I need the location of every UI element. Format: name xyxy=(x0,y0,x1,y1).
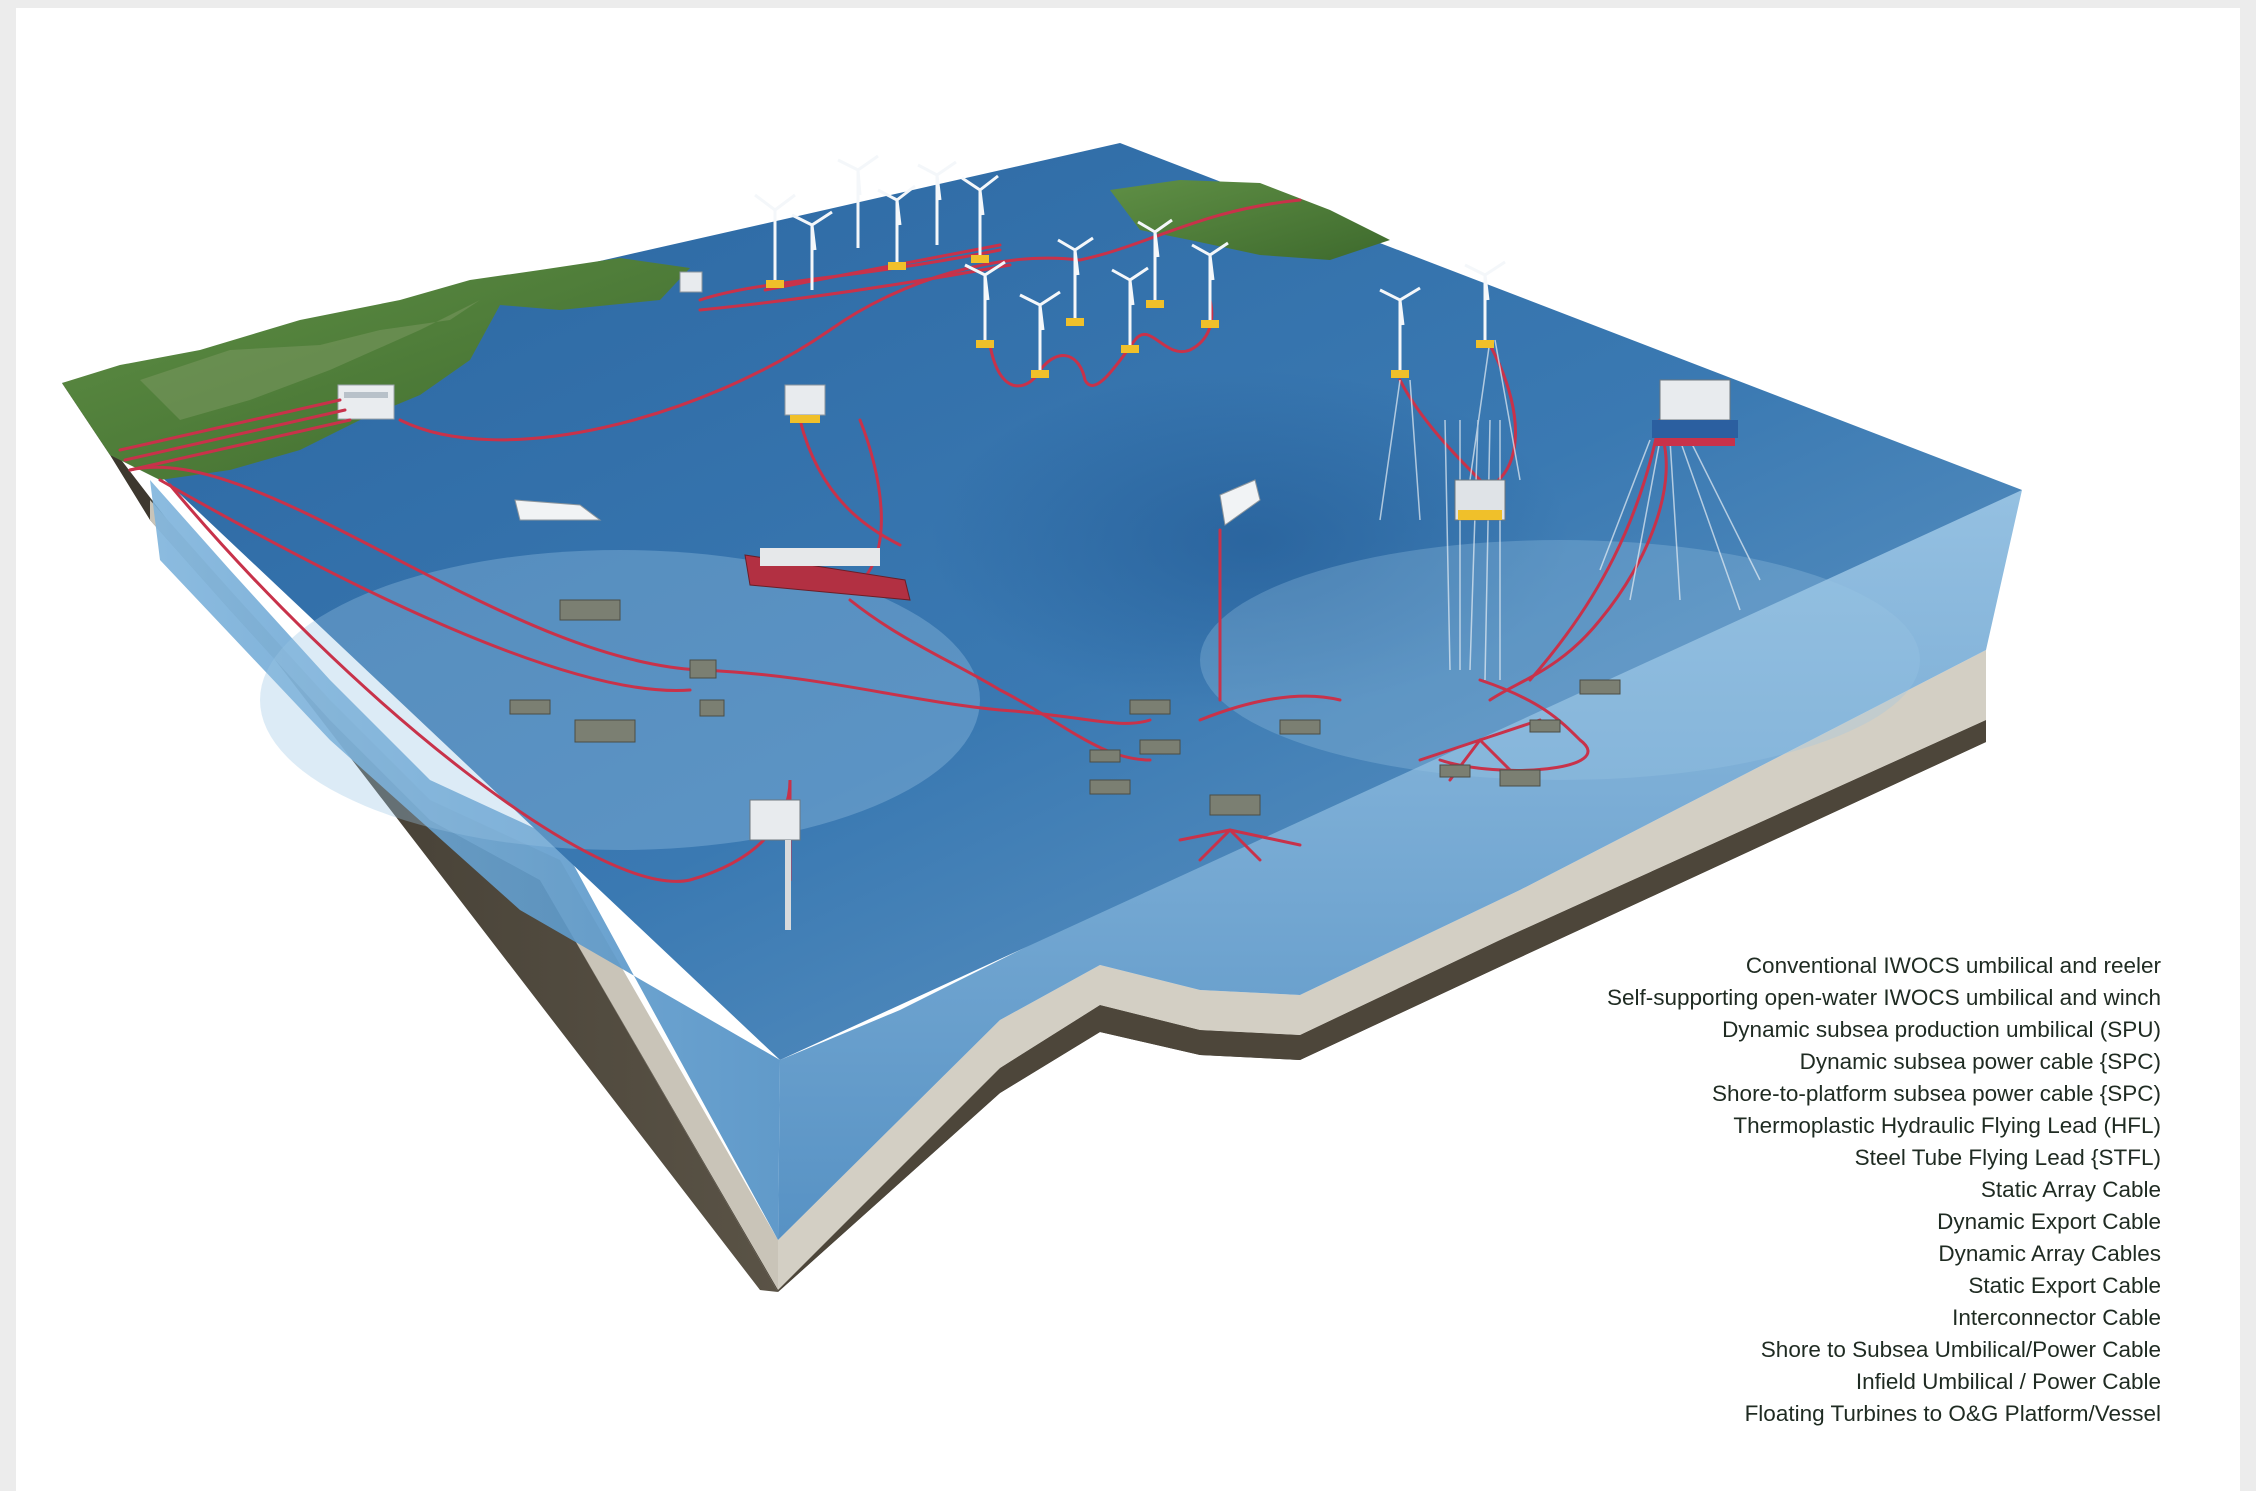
legend-item: Interconnector Cable xyxy=(1952,1305,2161,1330)
array-cable-3 xyxy=(698,263,1012,312)
cable-legend: Conventional IWOCS umbilical and reeler … xyxy=(1607,950,2161,1430)
left-coastline-land xyxy=(62,258,690,480)
dynamic-export-cable xyxy=(798,418,902,547)
export-cable-a xyxy=(118,398,342,452)
legend-item: Infield Umbilical / Power Cable xyxy=(1855,1369,2161,1394)
array-cable-2 xyxy=(763,243,1002,292)
front-sediment-layer xyxy=(778,650,1986,1290)
legend-item: Floating Turbines to O&G Platform/Vessel xyxy=(1744,1401,2161,1426)
legend-item: Thermoplastic Hydraulic Flying Lead (HFL… xyxy=(1733,1113,2161,1138)
legend-item: Shore to Subsea Umbilical/Power Cable xyxy=(1760,1337,2161,1362)
legend-item: Dynamic subsea power cable {SPC) xyxy=(1799,1049,2161,1074)
onshore-substation-icon xyxy=(337,384,395,420)
legend-item: Dynamic Export Cable xyxy=(1937,1209,2161,1234)
platform-to-manifold-2 xyxy=(1488,428,1668,702)
wind-turbine-icon xyxy=(754,154,1506,370)
shore-cable-e xyxy=(158,478,692,692)
legend-item: Dynamic subsea production umbilical (SPU… xyxy=(1722,1017,2161,1042)
export-cable-b xyxy=(123,408,347,462)
dynamic-array-cables xyxy=(988,298,1214,388)
infield-cable-1 xyxy=(1198,694,1342,722)
manifold-branches-right xyxy=(1418,718,1542,782)
oil-platform-icon xyxy=(679,271,1738,930)
left-bedrock-face xyxy=(62,383,778,1292)
left-water-face xyxy=(150,480,780,1240)
legend-item: Shore-to-platform subsea power cable {SP… xyxy=(1712,1081,2161,1106)
legend-item: Static Array Cable xyxy=(1980,1177,2161,1202)
deep-basin-shadow xyxy=(930,370,1570,710)
spc-tieback xyxy=(1528,418,1662,682)
export-cable-c xyxy=(128,418,352,472)
legend-item: Conventional IWOCS umbilical and reeler xyxy=(1745,953,2161,978)
front-water-face xyxy=(778,490,2022,1240)
legend-item: Static Export Cable xyxy=(1968,1273,2161,1298)
cable-network xyxy=(118,198,1668,883)
platform-to-manifold-1 xyxy=(1438,678,1590,772)
legend-item: Self-supporting open-water IWOCS umbilic… xyxy=(1607,985,2161,1010)
subsea-manifold-icon xyxy=(509,599,1621,816)
mooring-lines xyxy=(1379,339,1761,681)
manifold-branches-center xyxy=(1178,828,1302,862)
turbine-floaters xyxy=(766,255,1494,378)
interconnector-cable xyxy=(398,198,1302,442)
legend-item: Dynamic Array Cables xyxy=(1938,1241,2161,1266)
legend-item: Steel Tube Flying Lead {STFL) xyxy=(1854,1145,2161,1170)
floating-to-platform-1 xyxy=(1398,378,1482,482)
vessel-icon xyxy=(514,479,1261,601)
right-coastline-land xyxy=(1110,180,1390,260)
left-ridge-shading xyxy=(140,300,480,420)
shore-cable-d xyxy=(128,465,1152,725)
